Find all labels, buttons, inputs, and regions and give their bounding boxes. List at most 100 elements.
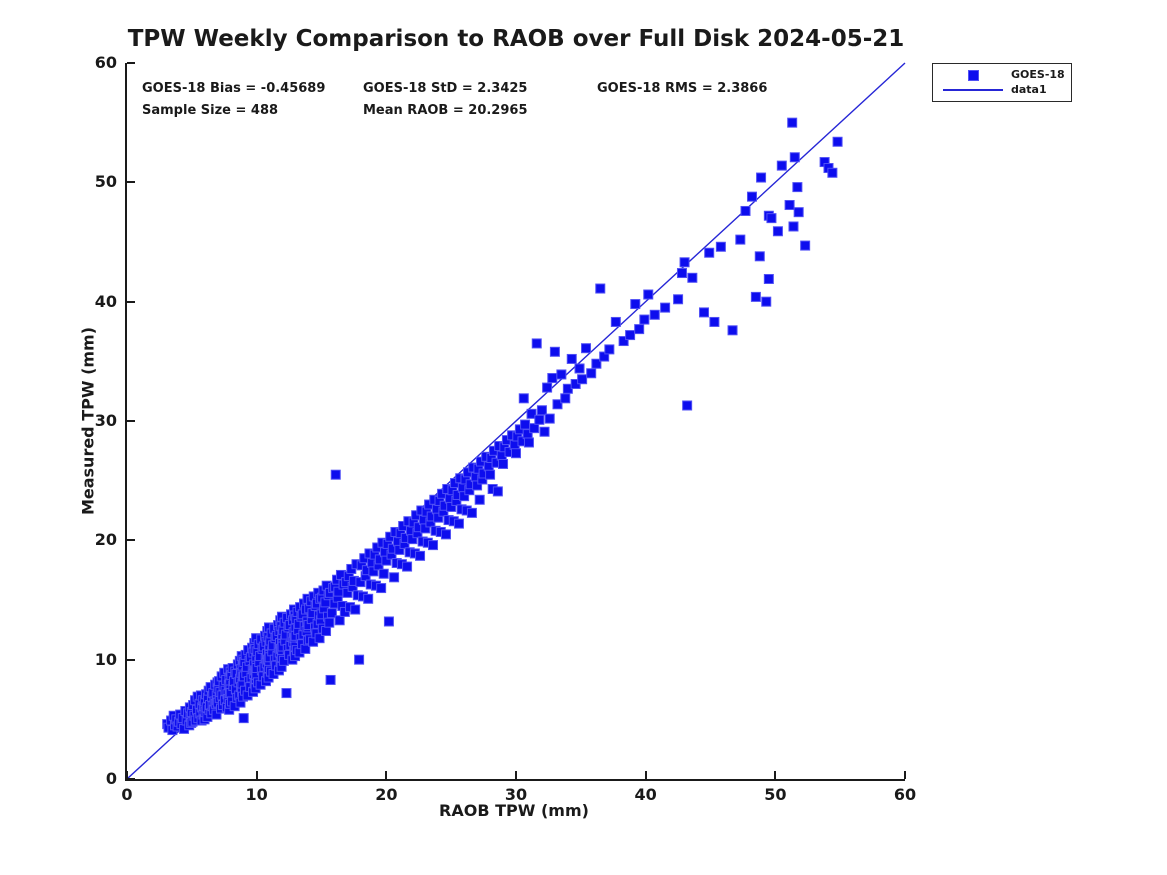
data-point [634,324,645,335]
data-point [649,309,660,320]
data-point [746,191,757,202]
data-point [355,577,366,588]
line-sample-icon [943,83,1003,96]
y-tick-label: 60 [94,53,117,72]
data-point [832,136,843,147]
data-point [433,512,444,523]
data-point [687,272,698,283]
data-point [788,221,799,232]
plot-area: 0 10 20 30 40 50 60 0 10 20 30 40 50 60 [95,53,916,804]
data-point [440,529,451,540]
data-point [599,351,610,362]
data-point [498,458,509,469]
data-point [673,294,684,305]
data-point [676,268,687,279]
data-point [581,343,592,354]
data-point [536,405,547,416]
x-tick [126,771,128,779]
data-point [827,167,838,178]
data-point [415,550,426,561]
data-point [378,568,389,579]
data-point [660,302,671,313]
data-point [402,561,413,572]
data-point [472,480,483,491]
data-point [350,604,361,615]
data-point [539,426,550,437]
data-point [428,540,439,551]
x-tick [385,771,388,779]
x-axis-label: RAOB TPW (mm) [439,801,589,820]
data-point [679,257,690,268]
data-point [715,241,726,252]
data-point [709,316,720,327]
data-point [523,437,534,448]
y-tick [127,300,135,303]
data-point [342,587,353,598]
data-point [529,423,540,434]
legend-box[interactable]: GOES-18 data1 [932,63,1072,102]
data-point [492,486,503,497]
data-point [474,494,485,505]
data-point [544,413,555,424]
x-tick-label: 60 [893,785,917,804]
y-tick [127,658,135,661]
data-point [363,593,374,604]
x-tick-label: 50 [764,785,787,804]
data-point [531,338,542,349]
data-point [334,615,345,626]
stat-mean-raob: Mean RAOB = 20.2965 [363,103,528,118]
chart-title: TPW Weekly Comparison to RAOB over Full … [127,26,905,52]
data-point [407,534,418,545]
x-tick [515,771,517,779]
stat-sample-size: Sample Size = 488 [142,103,279,118]
data-point [466,507,477,518]
data-point [784,200,795,211]
legend-entry-goes18: GOES-18 [933,68,1071,81]
y-tick-label: 30 [94,411,117,430]
data-point [394,544,405,555]
stat-bias: GOES-18 Bias = -0.45689 [142,81,326,96]
x-tick [774,771,777,779]
data-point [625,330,636,341]
data-point [618,336,629,347]
data-point [793,207,804,218]
data-point [376,583,387,594]
scatter-canvas [126,62,906,780]
data-point [552,399,563,410]
data-point [560,393,571,404]
data-point [643,289,654,300]
data-point [756,172,767,183]
data-point [381,555,392,566]
y-tick [127,62,135,64]
stat-std: GOES-18 StD = 2.3425 [363,81,528,96]
data-point [446,501,457,512]
data-point [383,616,394,627]
y-tick [127,539,135,542]
legend-label: GOES-18 [1011,68,1065,81]
data-point [574,363,585,374]
data-point [485,469,496,480]
x-tick-label: 20 [375,785,398,804]
data-point [526,408,537,419]
data-point [389,572,400,583]
data-point [314,633,325,644]
data-point [586,368,597,379]
data-point [789,152,800,163]
data-point [324,617,335,628]
data-point [639,314,650,325]
data-point [368,566,379,577]
data-point [761,296,772,307]
data-point [547,373,558,384]
data-point [727,325,738,336]
data-point [325,674,336,685]
y-tick-label: 20 [94,530,117,550]
data-point [610,316,621,327]
y-tick-label: 40 [94,291,117,311]
x-tick-label: 30 [504,785,528,804]
x-tick [255,771,258,779]
data-point [453,518,464,529]
data-point [238,713,249,724]
data-point [321,626,332,637]
data-point [281,688,292,699]
